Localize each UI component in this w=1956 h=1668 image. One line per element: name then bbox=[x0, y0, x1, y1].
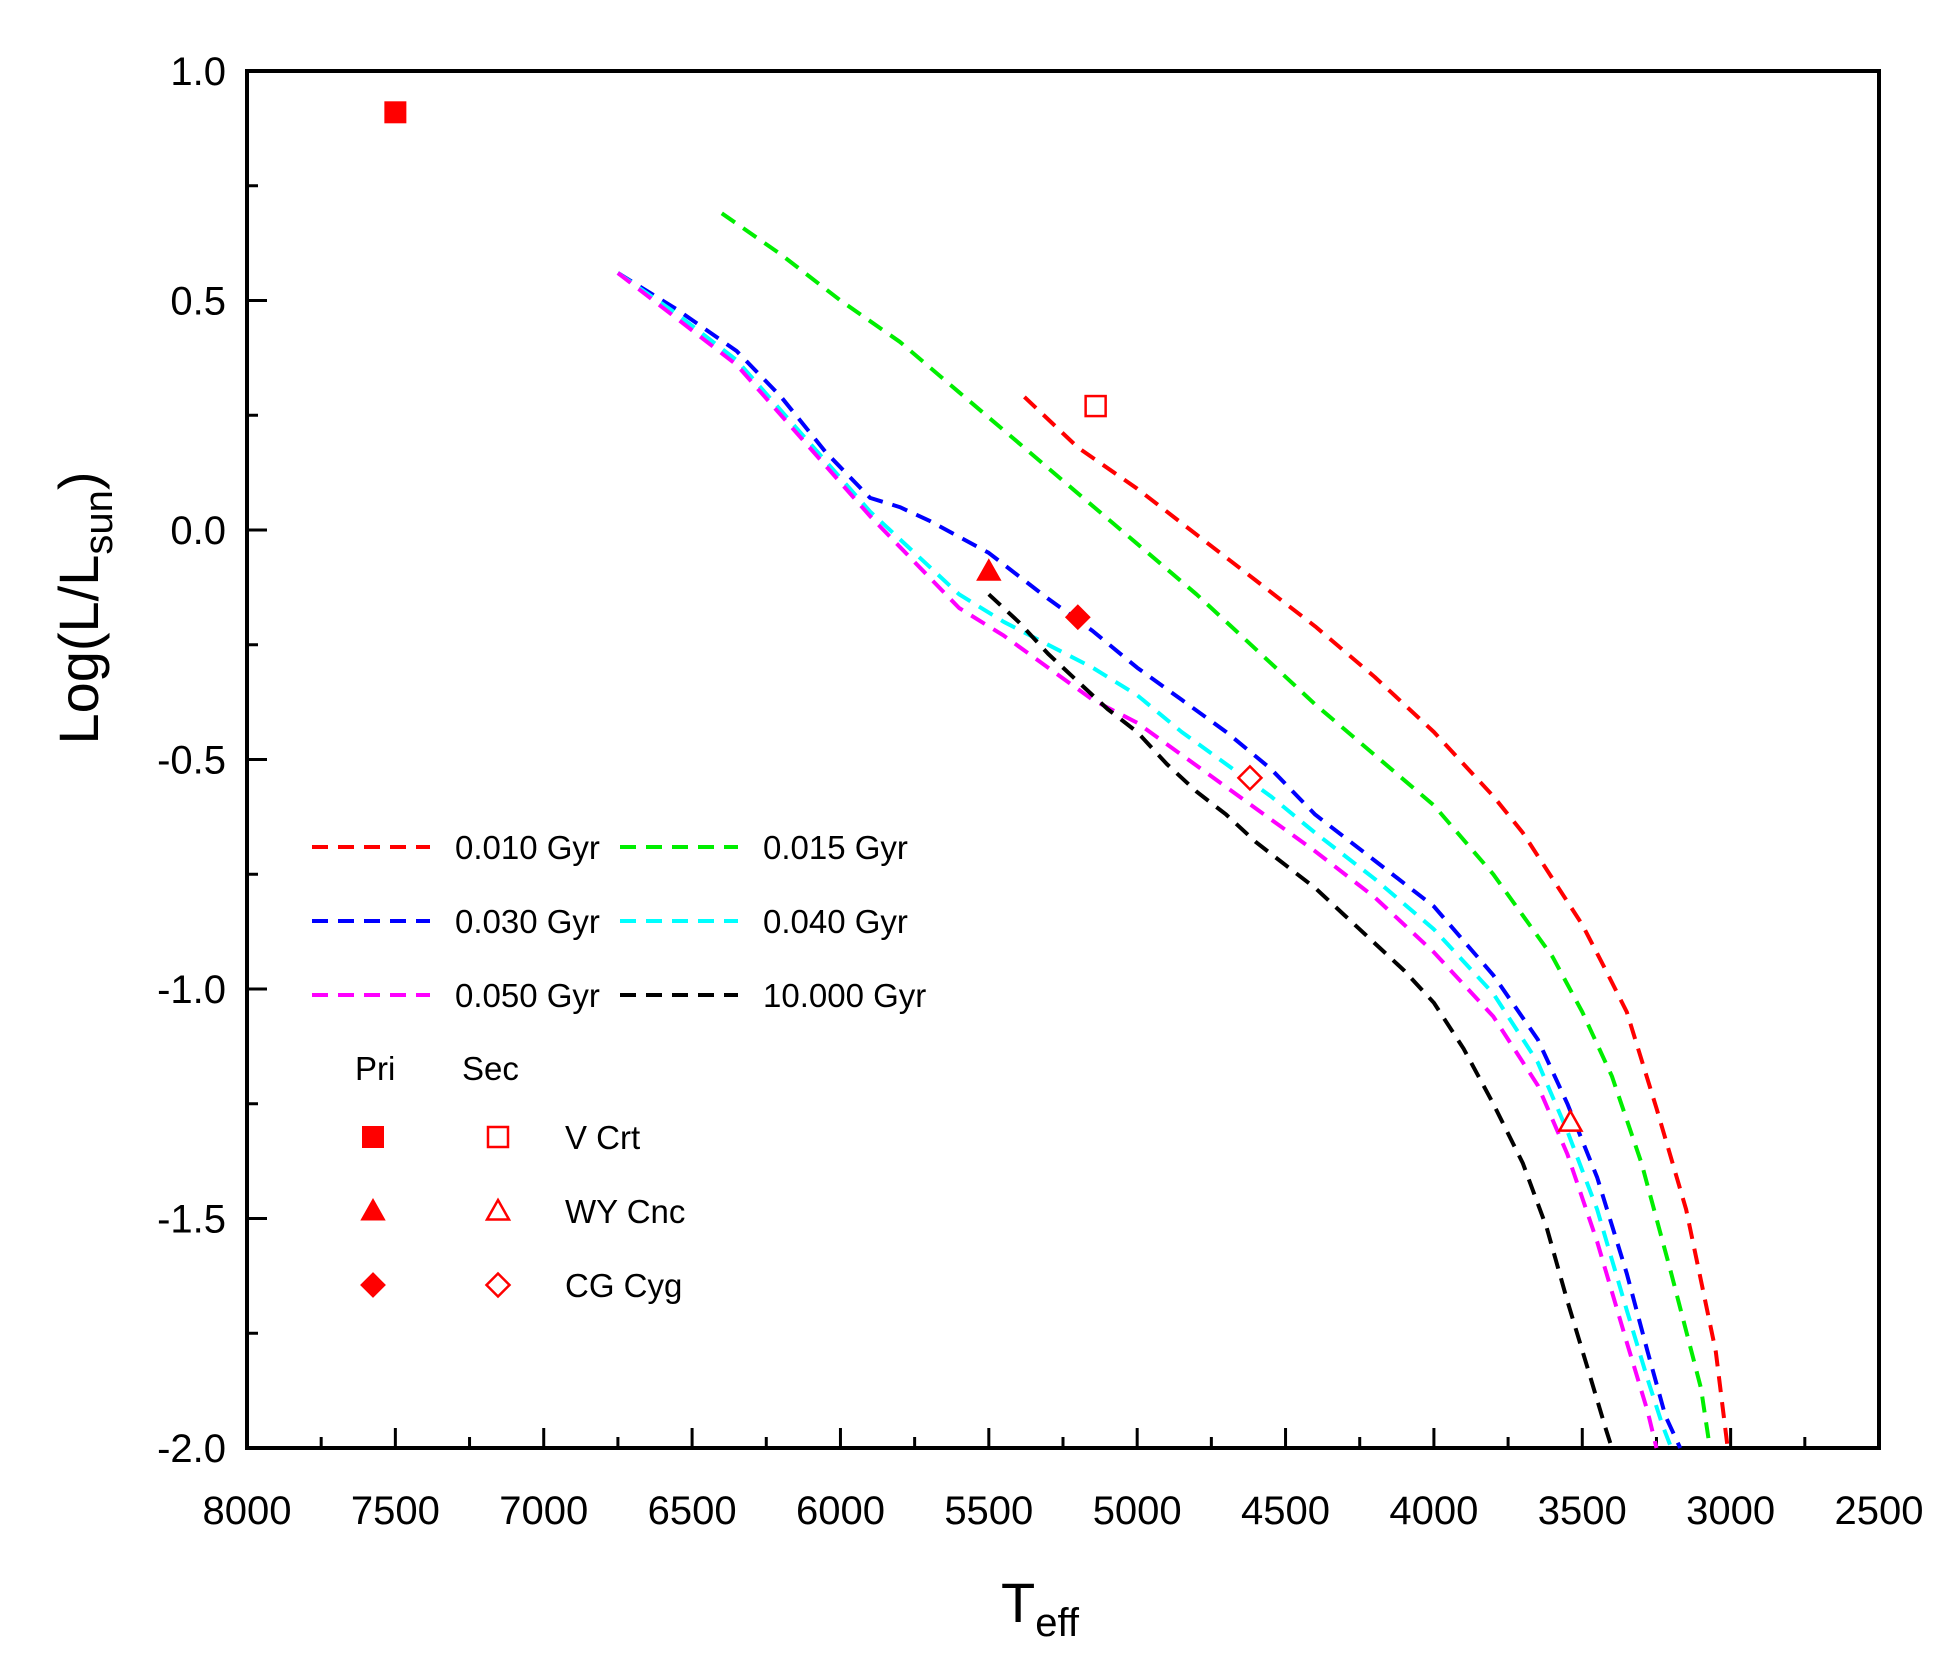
legend-star-label: CG Cyg bbox=[565, 1267, 682, 1304]
y-axis-title-sub: sun bbox=[77, 490, 121, 555]
y-tick-label: -1.0 bbox=[157, 968, 226, 1012]
legend-pri-marker bbox=[360, 1197, 386, 1221]
legend-line-label: 10.000 Gyr bbox=[763, 977, 926, 1014]
x-tick-label: 6500 bbox=[648, 1489, 737, 1533]
isochrone-line bbox=[987, 592, 1614, 1449]
legend-star-label: WY Cnc bbox=[565, 1193, 685, 1230]
v-crt-sec-marker bbox=[1084, 394, 1107, 418]
y-tick-label: -0.5 bbox=[157, 739, 226, 783]
isochrone-line bbox=[1023, 395, 1730, 1449]
cg-cyg-sec-marker bbox=[1236, 764, 1264, 792]
x-tick-label: 3500 bbox=[1538, 1489, 1627, 1533]
legend-pri-marker bbox=[360, 1272, 386, 1298]
y-axis-title-close: ) bbox=[47, 471, 110, 490]
y-tick-label: 0.5 bbox=[170, 280, 226, 324]
x-tick-label: 2500 bbox=[1835, 1489, 1924, 1533]
x-tick-label: 8000 bbox=[203, 1489, 292, 1533]
y-axis-title-main: Log(L/L bbox=[47, 555, 110, 745]
v-crt-pri-marker bbox=[384, 101, 407, 124]
x-tick-label: 5000 bbox=[1093, 1489, 1182, 1533]
legend-pri-header: Pri bbox=[355, 1050, 395, 1087]
x-axis-title-main: T bbox=[1001, 1571, 1035, 1634]
isochrone-lines bbox=[616, 211, 1730, 1449]
star-markers bbox=[384, 101, 1584, 1132]
x-axis-ticks: 8000 7500 7000 6500 6000 5500 5000 4500 4000 3500… bbox=[203, 1428, 1924, 1533]
y-tick-label: -2.0 bbox=[157, 1427, 226, 1471]
legend-line-label: 0.010 Gyr bbox=[455, 829, 600, 866]
isochrone-line bbox=[616, 271, 1683, 1449]
legend-line-label: 0.050 Gyr bbox=[455, 977, 600, 1014]
wy-cnc-sec-marker bbox=[1557, 1108, 1584, 1132]
x-tick-label: 4500 bbox=[1241, 1489, 1330, 1533]
isochrone-line bbox=[616, 271, 1674, 1449]
x-tick-label: 6000 bbox=[796, 1489, 885, 1533]
y-tick-label: 0.0 bbox=[170, 509, 226, 553]
x-tick-label: 7000 bbox=[499, 1489, 588, 1533]
marker-legend: Pri Sec V Crt WY Cnc CG Cyg bbox=[355, 1050, 685, 1304]
cg-cyg-pri-marker bbox=[1064, 604, 1091, 631]
x-tick-label: 5500 bbox=[944, 1489, 1033, 1533]
legend-sec-marker bbox=[484, 1271, 512, 1299]
y-axis-ticks: 1.0 0.5 0.0 -0.5 -1.0 -1.5 -2.0 bbox=[157, 50, 267, 1471]
x-axis-title: Teff bbox=[1001, 1571, 1080, 1645]
legend-line-label: 0.030 Gyr bbox=[455, 903, 600, 940]
y-axis-title: Log(L/Lsun) bbox=[47, 471, 121, 744]
legend-line-label: 0.015 Gyr bbox=[763, 829, 908, 866]
legend-sec-marker bbox=[486, 1125, 510, 1149]
legend-star-label: V Crt bbox=[565, 1119, 640, 1156]
isochrone-line bbox=[616, 271, 1659, 1449]
legend-sec-marker bbox=[484, 1197, 512, 1221]
wy-cnc-pri-marker bbox=[976, 558, 1002, 581]
y-tick-label: 1.0 bbox=[170, 50, 226, 94]
legend-sec-header: Sec bbox=[462, 1050, 519, 1087]
x-tick-label: 7500 bbox=[351, 1489, 440, 1533]
x-tick-label: 3000 bbox=[1686, 1489, 1775, 1533]
y-tick-label: -1.5 bbox=[157, 1198, 226, 1242]
x-tick-label: 4000 bbox=[1389, 1489, 1478, 1533]
x-axis-title-sub: eff bbox=[1035, 1601, 1080, 1645]
line-legend: 0.010 Gyr 0.015 Gyr 0.030 Gyr 0.040 Gyr 0.05… bbox=[312, 829, 926, 1014]
legend-pri-marker bbox=[362, 1126, 384, 1148]
legend-line-label: 0.040 Gyr bbox=[763, 903, 908, 940]
isochrone-line bbox=[720, 211, 1712, 1449]
